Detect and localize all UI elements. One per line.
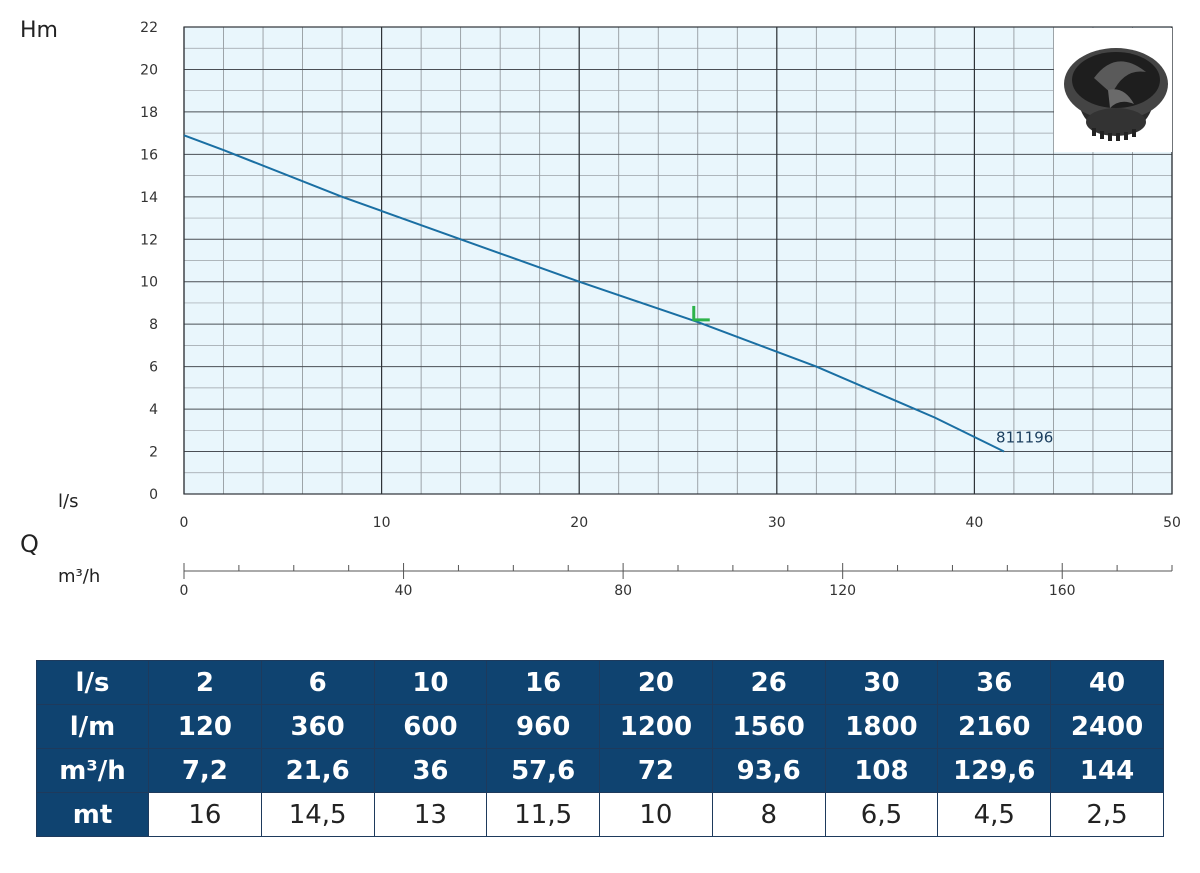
x-unit-secondary: m³/h — [58, 566, 101, 587]
table-cell: 10 — [599, 792, 713, 837]
x2-tick-label: 0 — [180, 583, 189, 599]
y-tick-label: 2 — [149, 445, 158, 461]
impeller-image — [1054, 28, 1172, 152]
x2-tick-label: 120 — [829, 583, 856, 599]
performance-chart: 0 2 4 6 8 10 12 14 16 18 20 22 0 10 20 30 40 50 0 40 80 120 16… — [140, 20, 1181, 599]
table-cell: 360 — [260, 704, 375, 749]
series-label: 811196 — [996, 429, 1053, 447]
table-cell: 129,6 — [937, 748, 1052, 793]
table-cell: 30 — [824, 660, 939, 705]
y-tick-label: 4 — [149, 402, 158, 418]
x-tick-label: 40 — [965, 515, 983, 531]
x2-tick-label: 160 — [1049, 583, 1076, 599]
row-label: mt — [36, 792, 149, 837]
y-tick-label: 16 — [140, 147, 158, 163]
table-cell: 6 — [260, 660, 375, 705]
table-row: m³/h 7,2 21,6 36 57,6 72 93,6 108 129,6 144 — [36, 748, 1164, 793]
table-cell: 72 — [599, 748, 713, 793]
table-cell: 16 — [148, 792, 262, 837]
table-cell: 14,5 — [260, 792, 375, 837]
table-cell: 108 — [824, 748, 939, 793]
x-unit-primary: l/s — [58, 491, 79, 512]
y-tick-label: 18 — [140, 105, 158, 121]
plot-border — [183, 26, 1173, 495]
table-cell: 6,5 — [824, 792, 939, 837]
y-tick-label: 0 — [149, 487, 158, 503]
table-cell: 10 — [373, 660, 488, 705]
table-cell: 144 — [1050, 748, 1164, 793]
x-tick-label: 0 — [180, 515, 189, 531]
table-cell: 120 — [148, 704, 262, 749]
x2-tick-label: 40 — [395, 583, 413, 599]
table-cell: 600 — [373, 704, 488, 749]
y-axis-title: Hm — [20, 18, 58, 43]
x2-tick-label: 80 — [614, 583, 632, 599]
y-tick-label: 12 — [140, 232, 158, 248]
table-cell: 36 — [373, 748, 488, 793]
table-cell: 2,5 — [1050, 792, 1164, 837]
row-label: l/s — [36, 660, 149, 705]
table-cell: 36 — [937, 660, 1052, 705]
table-cell: 26 — [711, 660, 826, 705]
table-cell: 57,6 — [486, 748, 601, 793]
table-cell: 960 — [486, 704, 601, 749]
table-cell: 1200 — [599, 704, 713, 749]
table-cell: 4,5 — [937, 792, 1052, 837]
x-tick-label: 20 — [570, 515, 588, 531]
table-cell: 8 — [711, 792, 826, 837]
y-tick-label: 14 — [140, 190, 158, 206]
table-cell: 11,5 — [486, 792, 601, 837]
table-cell: 20 — [599, 660, 713, 705]
table-cell: 40 — [1050, 660, 1164, 705]
table-cell: 13 — [373, 792, 488, 837]
table-cell: 93,6 — [711, 748, 826, 793]
row-label: m³/h — [36, 748, 149, 793]
x-axis-title: Q — [20, 530, 39, 558]
table-cell: 2 — [148, 660, 262, 705]
table-row: l/m 120 360 600 960 1200 1560 1800 2160 2400 — [36, 704, 1164, 749]
x-tick-label: 10 — [373, 515, 391, 531]
table-row: mt 16 14,5 13 11,5 10 8 6,5 4,5 2,5 — [36, 792, 1164, 837]
performance-table: l/s 2 6 10 16 20 26 30 36 40 l/m 120 360 600 960 1200 15… — [36, 660, 1164, 837]
y-tick-label: 8 — [149, 317, 158, 333]
table-cell: 1800 — [824, 704, 939, 749]
x-tick-label: 50 — [1163, 515, 1181, 531]
y-tick-label: 10 — [140, 275, 158, 291]
table-cell: 16 — [486, 660, 601, 705]
y-tick-label: 20 — [140, 62, 158, 78]
series-line-811196 — [183, 134, 1005, 453]
table-cell: 2400 — [1050, 704, 1164, 749]
table-cell: 21,6 — [260, 748, 375, 793]
table-cell: 2160 — [937, 704, 1052, 749]
table-row: l/s 2 6 10 16 20 26 30 36 40 — [36, 660, 1164, 705]
x-tick-label: 30 — [768, 515, 786, 531]
y-tick-label: 22 — [140, 20, 158, 36]
y-tick-label: 6 — [149, 360, 158, 376]
row-label: l/m — [36, 704, 149, 749]
table-cell: 1560 — [711, 704, 826, 749]
table-cell: 7,2 — [148, 748, 262, 793]
